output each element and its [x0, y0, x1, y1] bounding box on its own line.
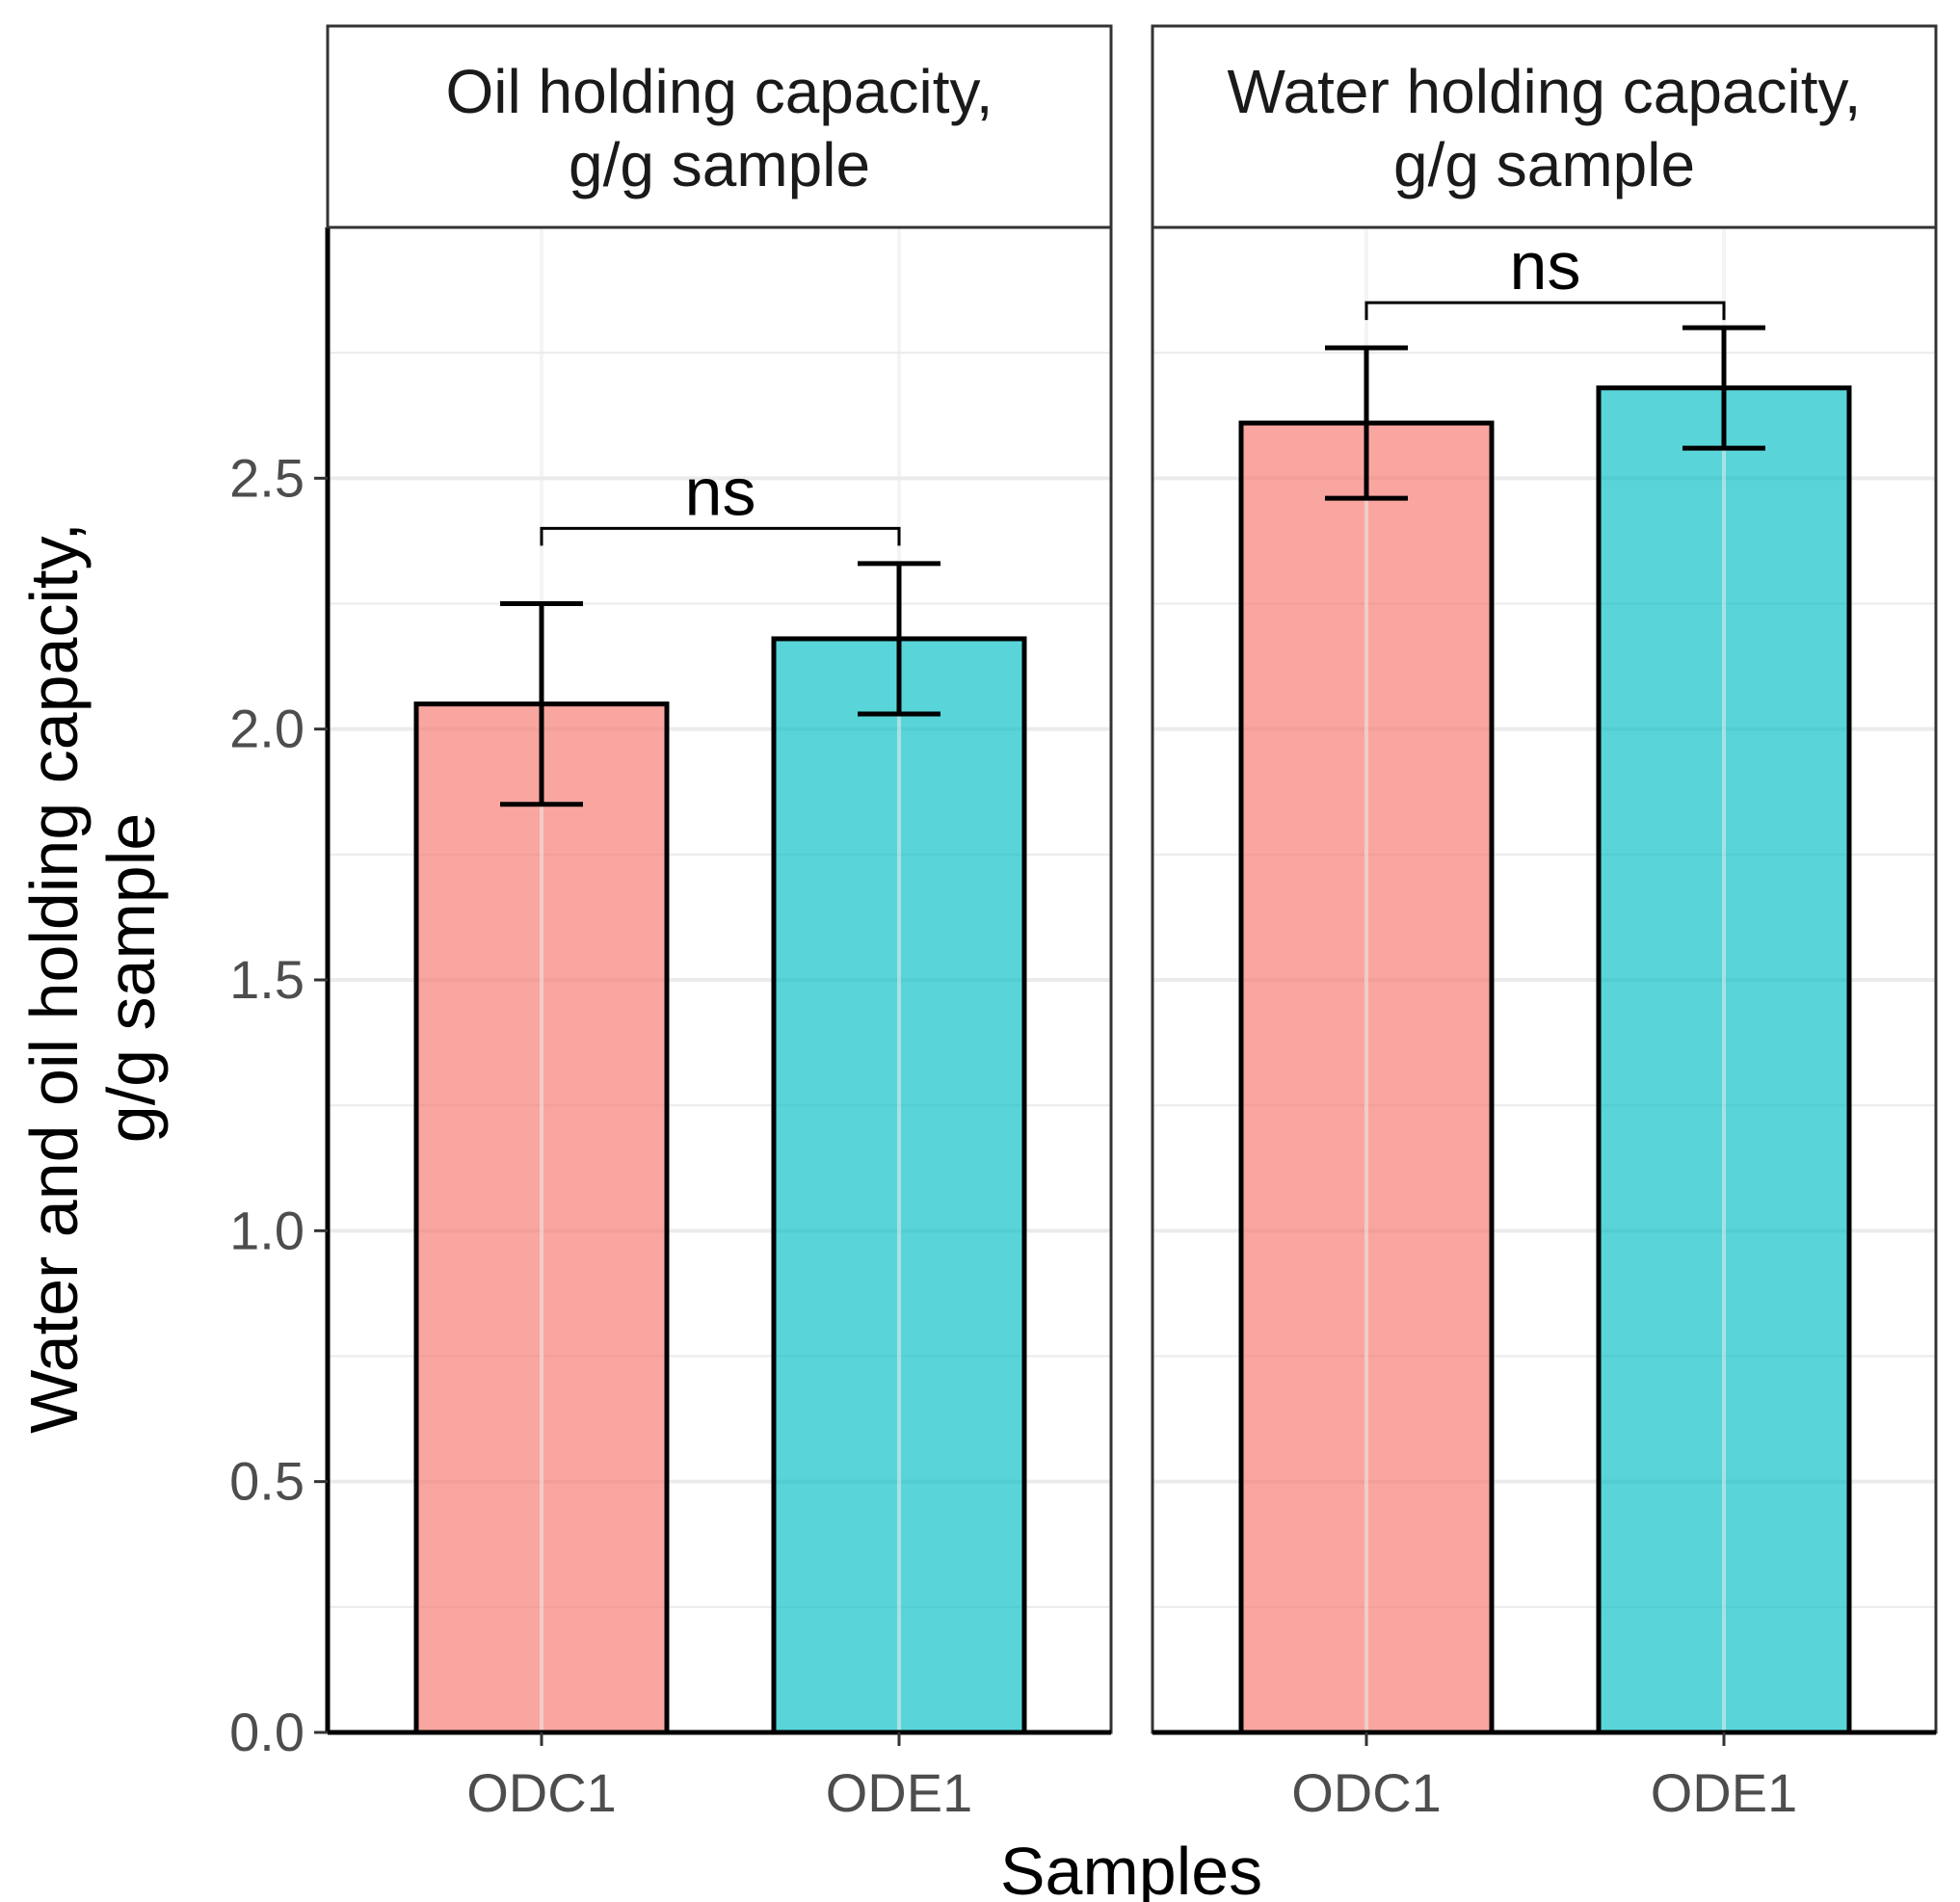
- significance-bracket-1: [1364, 301, 1726, 321]
- facet-strip-0: [326, 24, 1113, 229]
- bar-layer: [413, 227, 1852, 1735]
- y-tick-label-3: 1.5: [229, 949, 305, 1010]
- significance-bracket-0: [540, 526, 901, 546]
- facet-strip-1: [1151, 24, 1938, 229]
- x-tick-label-0-ODE1: ODE1: [826, 1762, 973, 1823]
- facet-title-line-0-0: Oil holding capacity,: [446, 57, 993, 126]
- y-tick-label-4: 2.0: [229, 699, 305, 759]
- facet-title-line-1-1: g/g sample: [1393, 130, 1695, 199]
- y-axis-title-line-0: Water and oil holding capacity,: [16, 522, 92, 1434]
- x-tick-label-1-ODE1: ODE1: [1651, 1762, 1798, 1823]
- facet-title-line-0-1: g/g sample: [569, 130, 870, 199]
- significance-label-1: ns: [1510, 228, 1581, 304]
- x-tick-label-0-ODC1: ODC1: [466, 1762, 617, 1823]
- y-tick-label-2: 1.0: [229, 1200, 305, 1260]
- facet-title-line-1-0: Water holding capacity,: [1227, 57, 1861, 126]
- y-tick-label-5: 2.5: [229, 447, 305, 508]
- x-axis-title: Samples: [1000, 1834, 1262, 1902]
- y-tick-label-0: 0.0: [229, 1702, 305, 1762]
- x-tick-label-1-ODC1: ODC1: [1291, 1762, 1442, 1823]
- significance-label-0: ns: [685, 454, 756, 529]
- y-axis-title: Water and oil holding capacity,g/g sampl…: [16, 522, 169, 1434]
- y-tick-label-1: 0.5: [229, 1451, 305, 1512]
- y-axis-title-line-1: g/g sample: [93, 813, 169, 1143]
